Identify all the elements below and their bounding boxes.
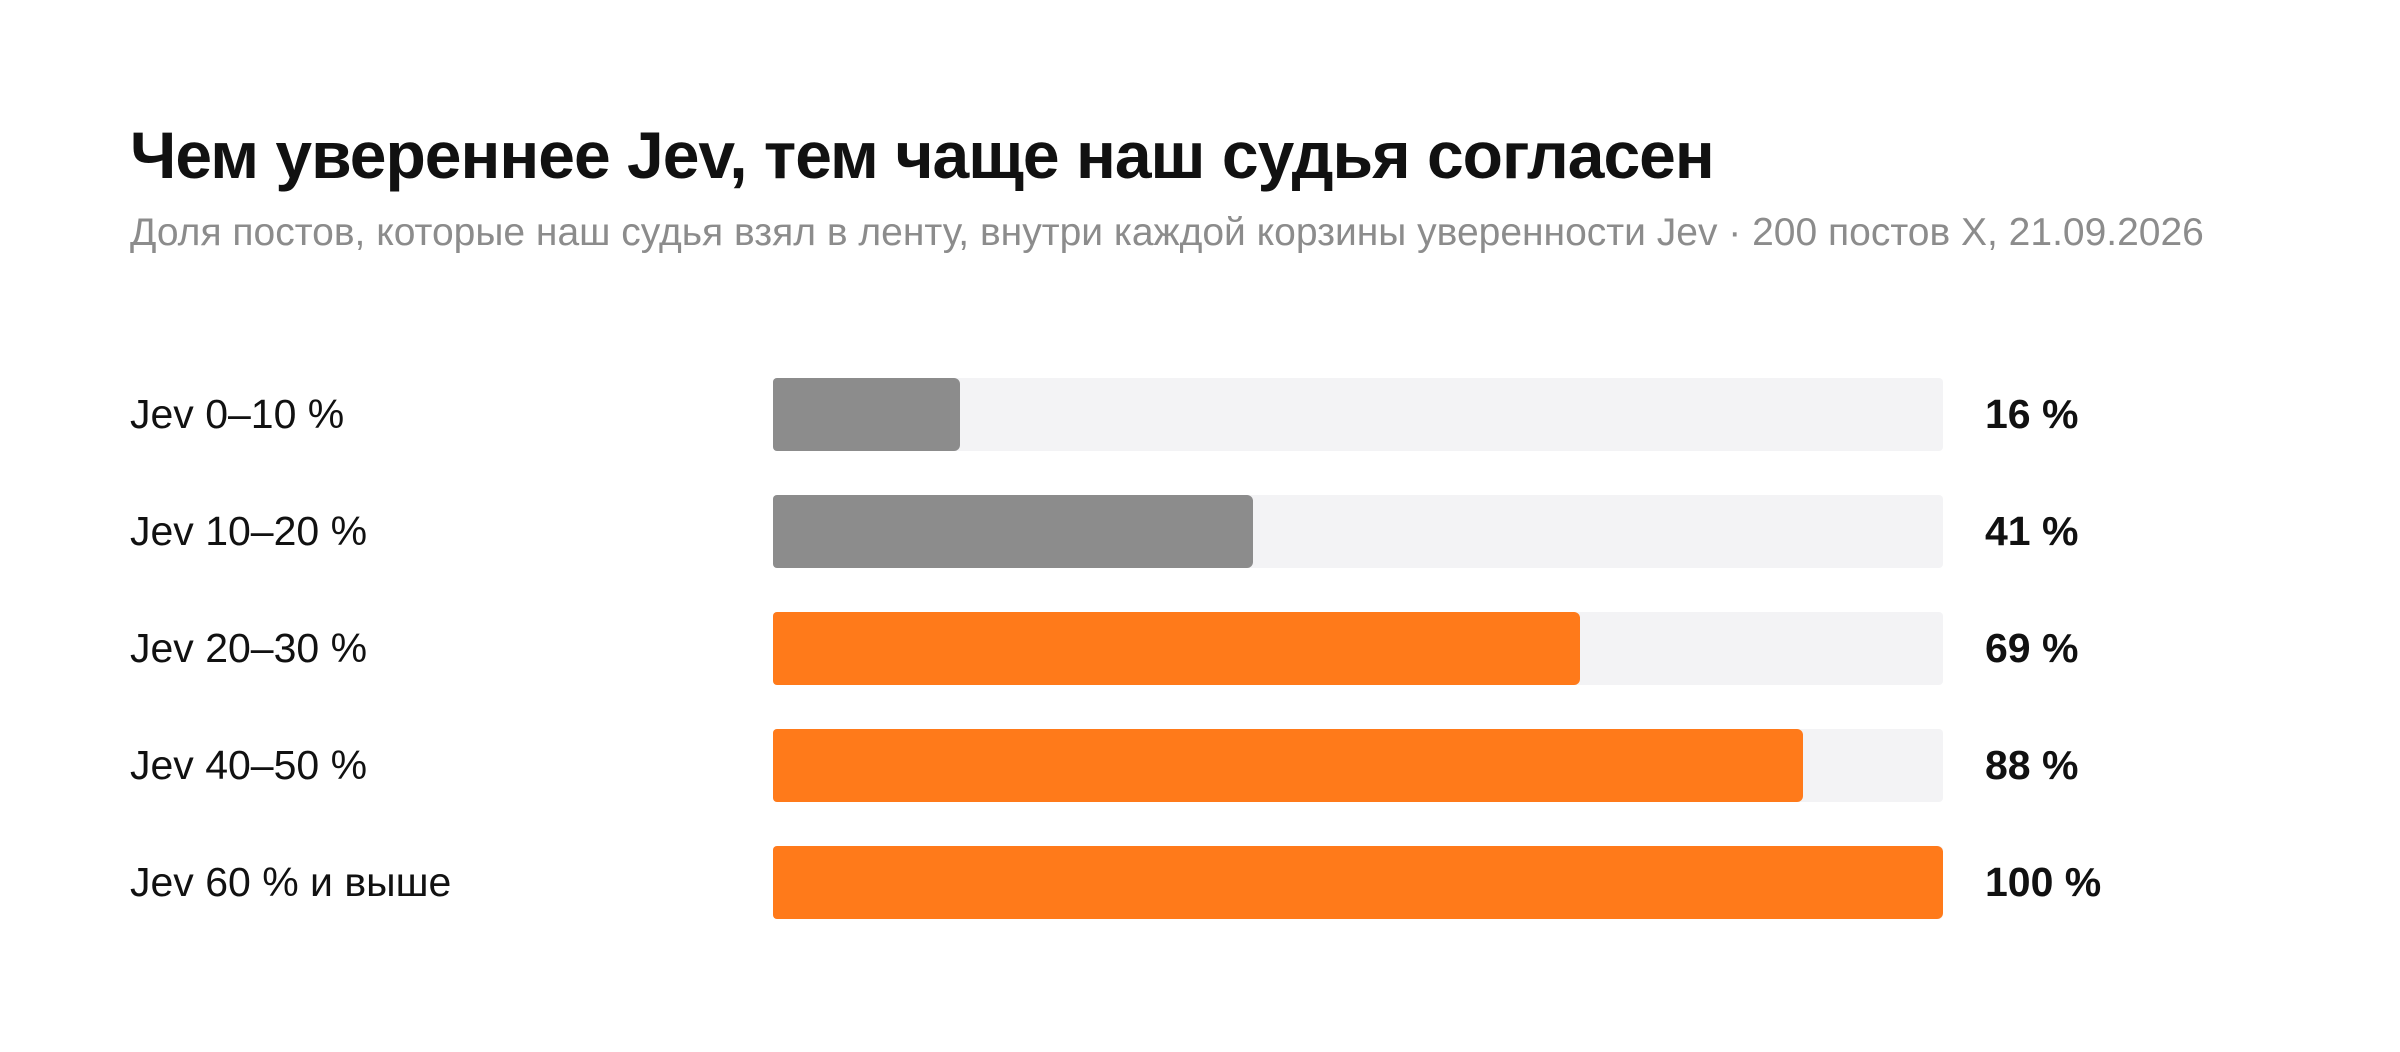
bar-track: [773, 378, 1943, 451]
bar: [773, 729, 1803, 802]
category-label: Jev 60 % и выше: [130, 859, 452, 905]
bar: [773, 378, 960, 451]
chart-subtitle: Доля постов, которые наш судья взял в ле…: [130, 211, 2204, 254]
value-label: 16 %: [1985, 391, 2079, 437]
bar-track: [773, 612, 1943, 685]
bar: [773, 495, 1253, 568]
category-label: Jev 0–10 %: [130, 391, 345, 437]
value-label: 41 %: [1985, 508, 2079, 554]
bar-track: [773, 495, 1943, 568]
bar: [773, 612, 1580, 685]
category-label: Jev 10–20 %: [130, 508, 368, 554]
bar-row: Jev 20–30 % 69 %: [0, 612, 2400, 685]
value-label: 100 %: [1985, 859, 2102, 905]
bar-row: Jev 40–50 % 88 %: [0, 729, 2400, 802]
bar: [773, 846, 1943, 919]
bar-track: [773, 846, 1943, 919]
bar-row: Jev 0–10 % 16 %: [0, 378, 2400, 451]
bar-row: Jev 60 % и выше 100 %: [0, 846, 2400, 919]
chart-title: Чем увереннее Jev, тем чаще наш судья со…: [130, 118, 1715, 192]
bar-track: [773, 729, 1943, 802]
category-label: Jev 40–50 %: [130, 742, 368, 788]
category-label: Jev 20–30 %: [130, 625, 368, 671]
value-label: 88 %: [1985, 742, 2079, 788]
chart-header: Чем увереннее Jev, тем чаще наш судья со…: [130, 115, 2280, 257]
bar-row: Jev 10–20 % 41 %: [0, 495, 2400, 568]
value-label: 69 %: [1985, 625, 2079, 671]
